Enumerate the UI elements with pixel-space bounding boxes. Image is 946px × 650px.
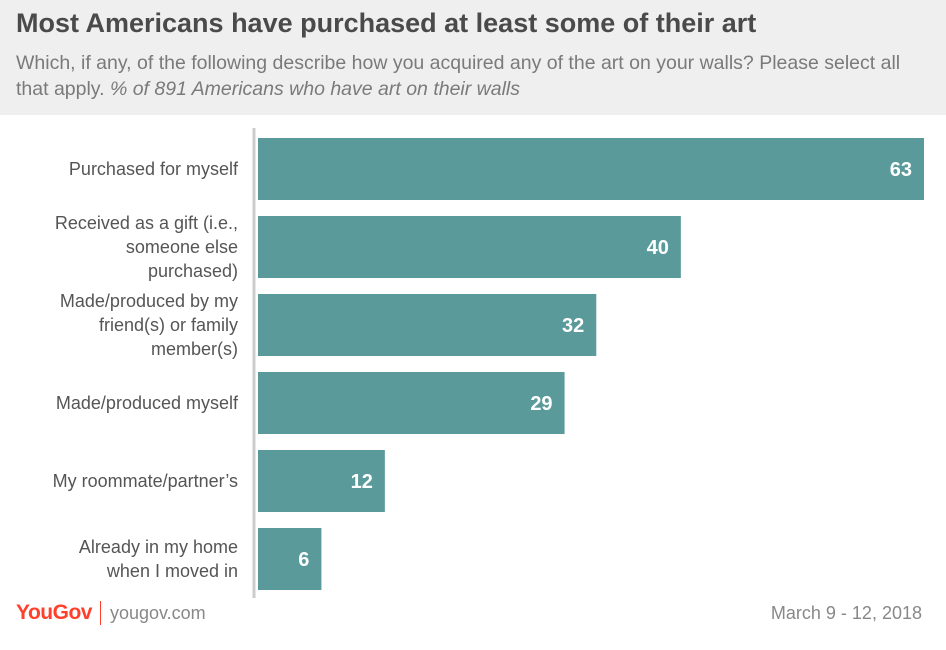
category-label-3: Made/produced myself [56,393,239,413]
category-label-line: Made/produced by my [60,291,238,311]
footer-branding: YouGov yougov.com [16,600,206,626]
bar-value-label-5: 6 [298,549,309,571]
chart-title: Most Americans have purchased at least s… [16,8,757,38]
bar-4 [258,450,385,512]
sample-note: % of 891 Americans who have art on their… [109,78,521,100]
category-label-1: Received as a gift (i.e., someone else pur… [55,213,238,281]
bar-1 [258,216,681,278]
category-label-line: Made/produced myself [56,393,239,413]
bar-3 [258,372,565,434]
category-label-line: My roommate/partner’s [53,471,238,491]
category-label-line: Purchased for myself [69,159,239,179]
category-label-line: when I moved in [106,561,238,581]
category-label-line: someone else [126,237,238,257]
bar-value-label-1: 40 [647,237,669,259]
bar-chart: 63 Purchased for myself 40 Received as a gi… [53,128,924,598]
fieldwork-date: March 9 - 12, 2018 [770,603,922,623]
bar-5 [258,528,322,590]
bar-value-label-3: 29 [530,393,552,415]
bar-value-label-4: 12 [351,471,373,493]
category-label-line: Already in my home [79,537,238,557]
bar-2 [258,294,597,356]
category-label-line: member(s) [151,339,238,359]
bar-value-label-0: 63 [890,159,912,181]
category-label-line: purchased) [148,261,238,281]
bar-0 [258,138,924,200]
category-label-2: Made/produced by my friend(s) or family me… [60,291,238,359]
yougov-logo: YouGov [16,601,92,624]
category-label-line: friend(s) or family [99,315,238,335]
category-label-4: My roommate/partner’s [53,471,238,491]
chart-header: Most Americans have purchased at least s… [0,0,946,115]
category-label-line: Received as a gift (i.e., [55,213,238,233]
chart-subtitle: Which, if any, of the following describe… [16,50,931,102]
site-url: yougov.com [109,602,206,623]
category-label-5: Already in my home when I moved in [79,537,238,581]
question-text: Which, if any, of the following describe… [16,52,901,100]
logo-divider [99,601,101,625]
category-label-0: Purchased for myself [69,159,239,179]
bar-value-label-2: 32 [562,315,584,337]
